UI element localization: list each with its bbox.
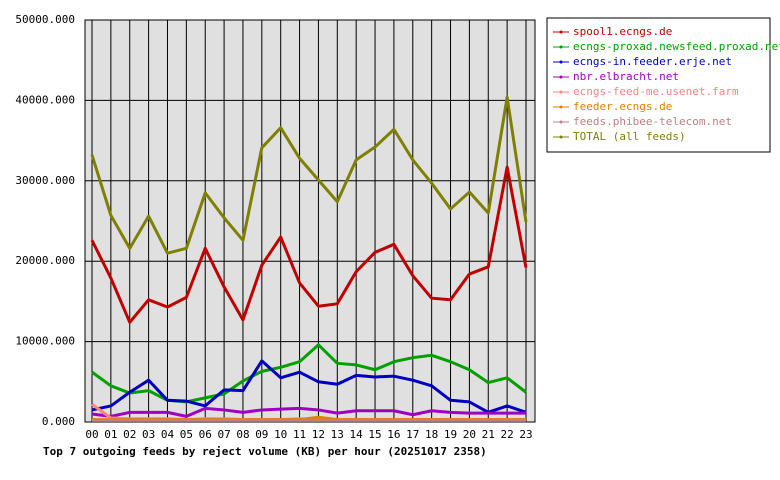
legend-label: feeds.phibee-telecom.net (573, 115, 732, 128)
x-tick-label: 07 (217, 428, 230, 441)
legend-label: nbr.elbracht.net (573, 70, 679, 83)
x-tick-label: 19 (444, 428, 457, 441)
legend-marker (559, 30, 563, 34)
x-tick-label: 13 (331, 428, 344, 441)
x-tick-label: 09 (255, 428, 268, 441)
y-tick-label: 10000.000 (15, 335, 75, 348)
series-line (90, 165, 528, 324)
x-tick-label: 20 (463, 428, 476, 441)
legend-label: ecngs-proxad.newsfeed.proxad.net (573, 40, 780, 53)
legend-label: spool1.ecngs.de (573, 25, 672, 38)
x-tick-label: 00 (85, 428, 98, 441)
legend-marker (559, 105, 563, 109)
y-tick-label: 50000.000 (15, 13, 75, 26)
x-tick-label: 06 (199, 428, 212, 441)
x-tick-label: 23 (519, 428, 532, 441)
legend-label: ecngs-feed-me.usenet.farm (573, 85, 739, 98)
legend-marker (559, 135, 563, 139)
legend-marker (559, 60, 563, 64)
y-tick-label: 0.000 (42, 415, 75, 428)
legend-box (546, 17, 771, 153)
series-line (90, 95, 528, 255)
y-tick-label: 30000.000 (15, 174, 75, 187)
x-tick-label: 08 (236, 428, 249, 441)
x-tick-label: 15 (368, 428, 381, 441)
y-tick-label: 40000.000 (15, 93, 75, 106)
x-tick-label: 02 (123, 428, 136, 441)
y-tick-label: 20000.000 (15, 254, 75, 267)
x-tick-label: 21 (482, 428, 495, 441)
legend-marker (559, 120, 563, 124)
x-tick-label: 03 (142, 428, 155, 441)
legend-marker (559, 45, 563, 49)
x-tick-label: 05 (180, 428, 193, 441)
x-tick-label: 22 (501, 428, 514, 441)
x-tick-label: 16 (387, 428, 400, 441)
x-tick-label: 11 (293, 428, 306, 441)
plot-area (85, 20, 535, 422)
x-tick-label: 01 (104, 428, 117, 441)
legend-label: TOTAL (all feeds) (573, 130, 686, 143)
series-line (91, 359, 527, 414)
chart-title: Top 7 outgoing feeds by reject volume (K… (43, 445, 487, 458)
x-tick-label: 12 (312, 428, 325, 441)
x-tick-label: 14 (350, 428, 364, 441)
x-tick-label: 17 (406, 428, 419, 441)
legend-label: ecngs-in.feeder.erje.net (573, 55, 732, 68)
legend-label: feeder.ecngs.de (573, 100, 672, 113)
series-line (91, 406, 526, 418)
x-tick-label: 04 (161, 428, 175, 441)
legend-marker (559, 90, 563, 94)
x-tick-label: 18 (425, 428, 438, 441)
legend-marker (559, 75, 563, 79)
plot-border (84, 19, 536, 423)
x-tick-label: 10 (274, 428, 287, 441)
